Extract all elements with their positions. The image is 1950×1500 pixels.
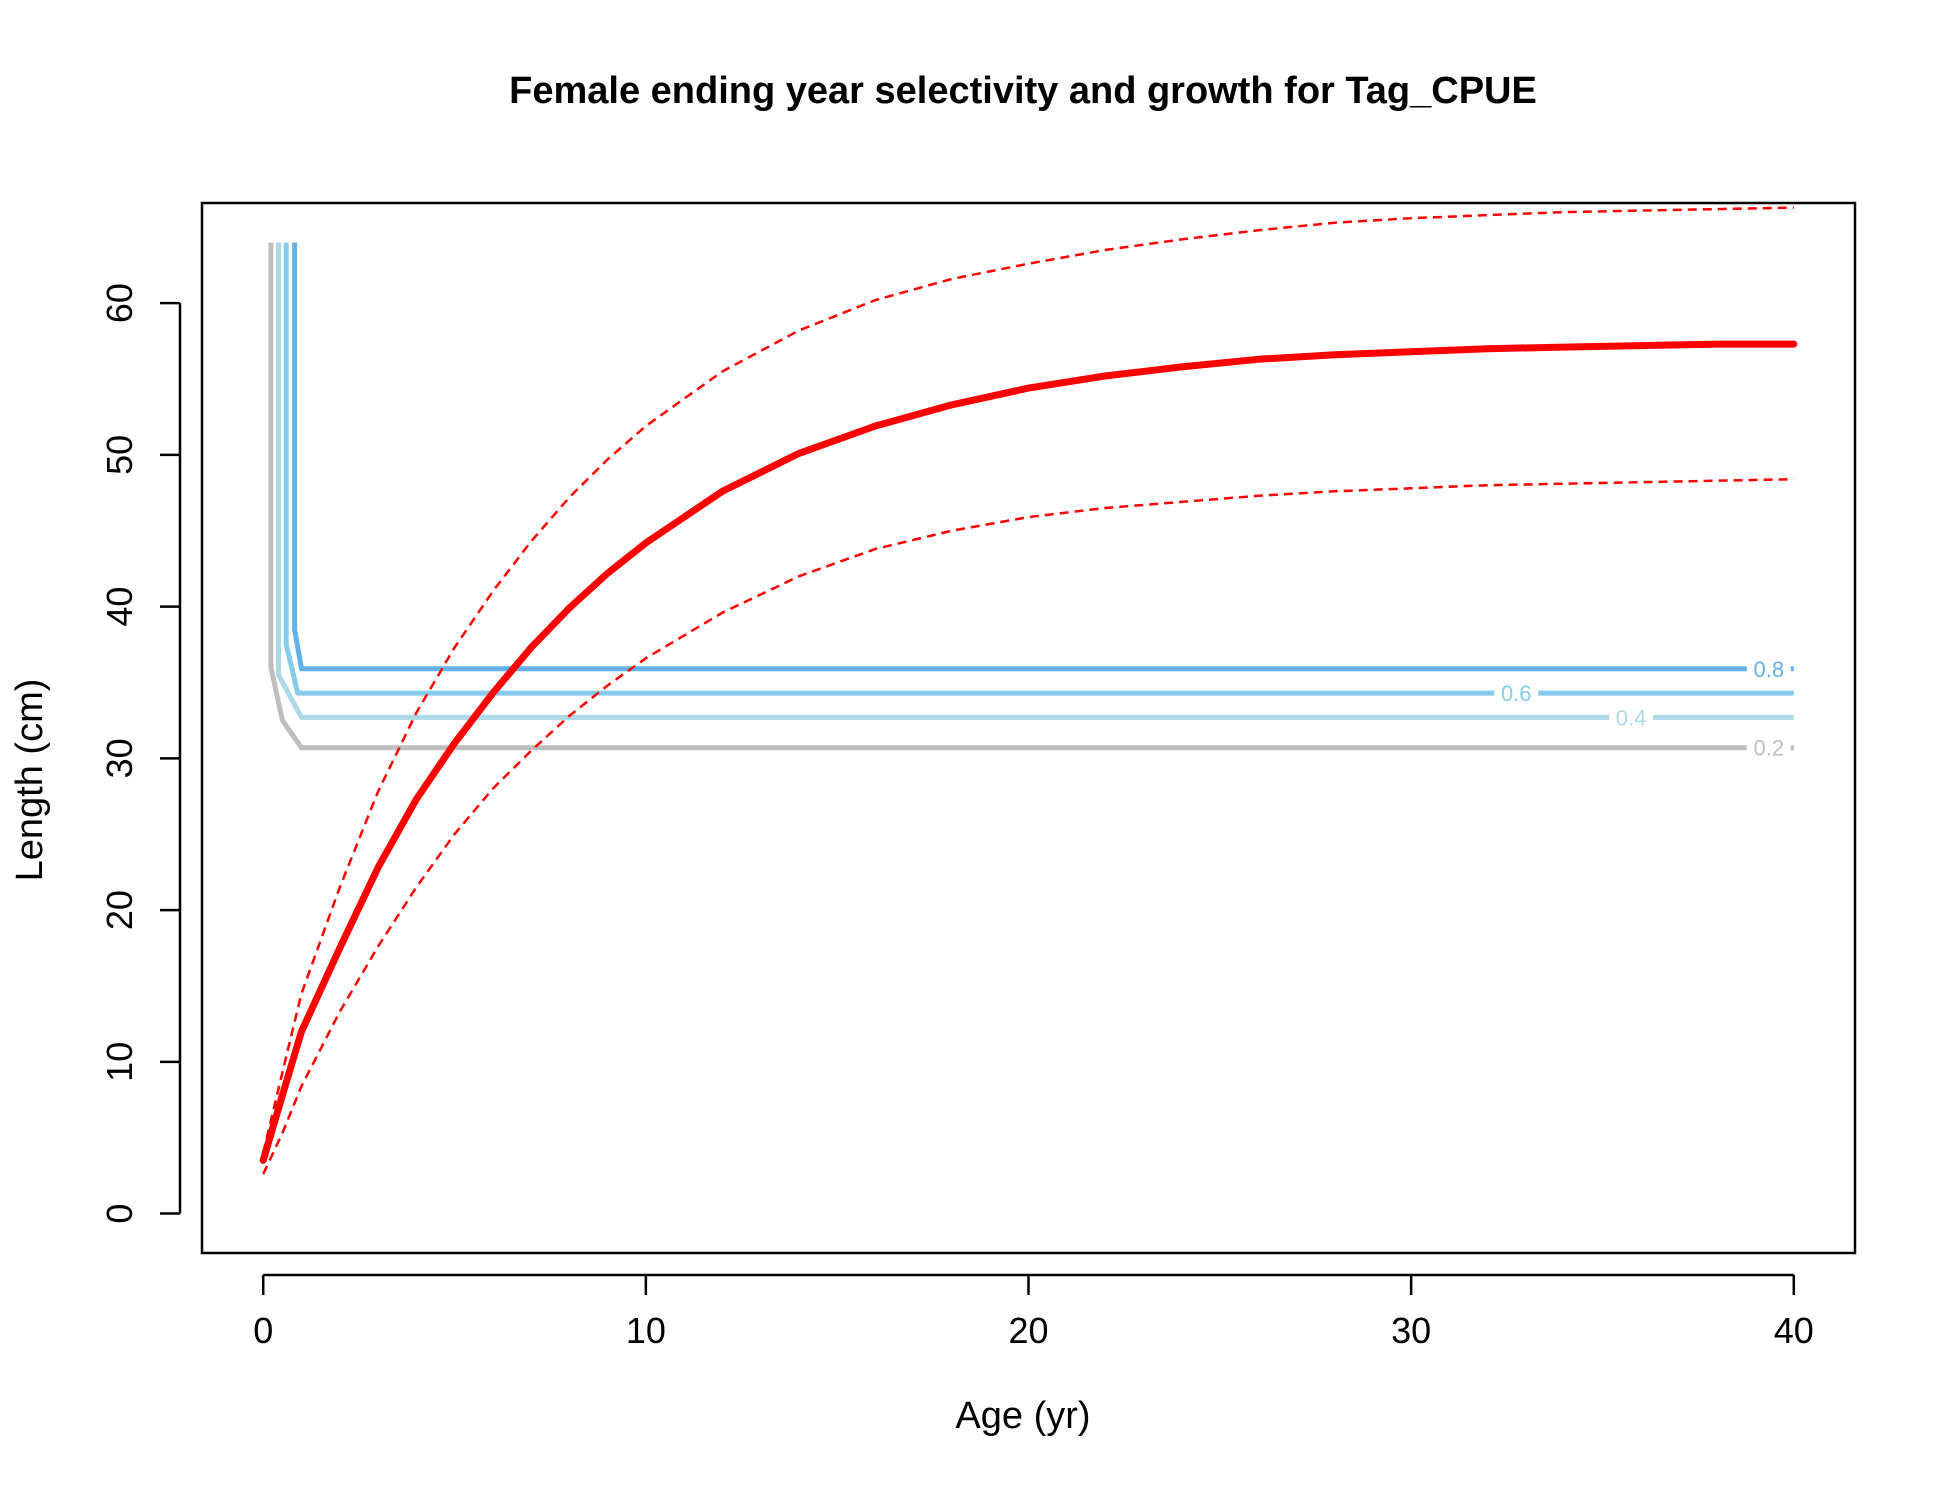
contour-label-gap: [1494, 683, 1539, 704]
selectivity-contour-0.6: [283, 242, 1794, 696]
x-tick-label: 10: [626, 1310, 666, 1351]
chart-title: Female ending year selectivity and growt…: [509, 70, 1537, 112]
y-tick-label: 30: [99, 738, 140, 778]
y-tick-label: 0: [99, 1204, 140, 1224]
selectivity-contour-0.8: [292, 242, 1794, 672]
plot-area: 0.8 0.6 0.4 0.2: [259, 206, 1798, 1175]
y-axis-label: Length (cm): [9, 679, 51, 882]
selectivity-contour-0.2: [268, 242, 1794, 751]
contour-label-0.2: 0.2: [1753, 736, 1784, 761]
contour-label-gap: [1609, 707, 1654, 728]
plot-frame: [200, 201, 1857, 1255]
growth-lower-ci-line: [262, 477, 1794, 1175]
contour-label-0.4: 0.4: [1616, 705, 1647, 730]
contour-label-gap: [1746, 737, 1791, 758]
axes: 0 10 20 30 40 0 10 20 30 40 50 60: [99, 201, 1857, 1351]
y-tick-label: 20: [99, 890, 140, 930]
x-tick-label: 30: [1391, 1310, 1431, 1351]
growth-upper-ci-line: [261, 206, 1794, 1154]
contour-label-gap: [1746, 658, 1791, 679]
growth-mean-line: [259, 340, 1798, 1164]
x-tick-label: 20: [1008, 1310, 1048, 1351]
y-tick-label: 50: [99, 435, 140, 475]
y-tick-label: 60: [99, 283, 140, 323]
x-axis-label: Age (yr): [955, 1395, 1090, 1437]
contour-label-0.6: 0.6: [1501, 681, 1532, 706]
y-tick-label: 10: [99, 1042, 140, 1082]
selectivity-contour-0.4: [276, 242, 1794, 720]
y-tick-label: 40: [99, 587, 140, 627]
x-tick-label: 40: [1774, 1310, 1814, 1351]
contour-label-0.8: 0.8: [1753, 657, 1784, 682]
x-tick-label: 0: [253, 1310, 273, 1351]
